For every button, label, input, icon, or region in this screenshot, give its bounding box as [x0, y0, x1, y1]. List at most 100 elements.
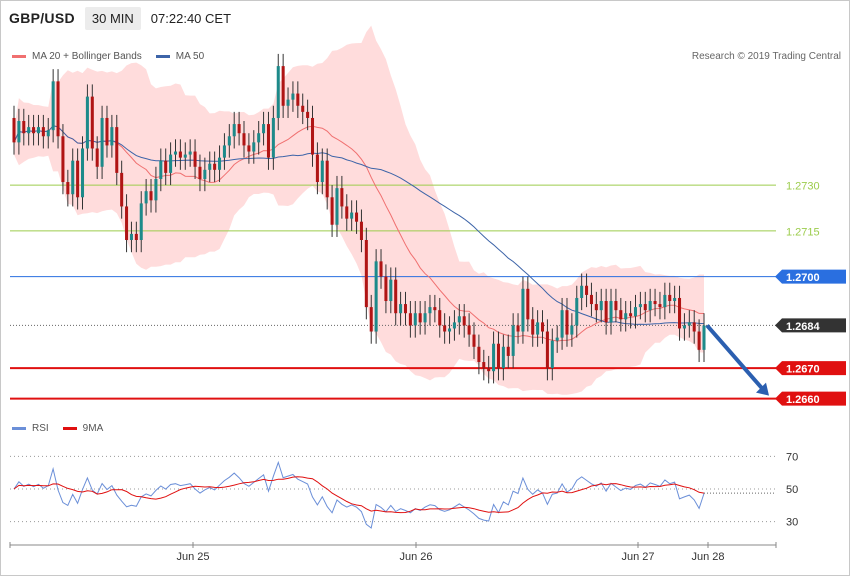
candle	[183, 154, 187, 158]
candle	[364, 240, 368, 308]
candle	[32, 127, 36, 134]
candle	[379, 261, 383, 277]
candle	[359, 221, 363, 240]
candle	[369, 307, 373, 332]
candle	[389, 279, 393, 302]
candle	[501, 346, 505, 369]
candle	[90, 96, 94, 149]
candle	[198, 166, 202, 179]
candle	[139, 203, 143, 240]
rsi-tick-label: 70	[786, 451, 798, 463]
candle	[266, 124, 270, 158]
legend-ma50: MA 50	[155, 51, 204, 62]
candle	[276, 66, 280, 118]
level-label: 1.2660	[786, 394, 820, 406]
candle	[521, 288, 525, 332]
price-legend: MA 20 + Bollinger Bands MA 50	[12, 51, 218, 62]
candle	[41, 127, 45, 137]
candle	[589, 294, 593, 305]
ma20-line	[13, 125, 705, 342]
candle	[61, 136, 65, 183]
candle	[296, 93, 300, 106]
legend-rsi-label: RSI	[32, 423, 49, 434]
x-tick-label: Jun 27	[621, 551, 654, 563]
candle	[310, 117, 315, 155]
candle	[159, 160, 163, 179]
candle	[403, 304, 408, 314]
candle	[27, 127, 31, 134]
bollinger-band	[14, 25, 704, 395]
candle	[46, 130, 50, 137]
candle	[477, 346, 481, 363]
candle	[227, 136, 231, 146]
candle	[536, 322, 540, 335]
ma20-swatch-icon	[12, 55, 26, 58]
candle	[609, 301, 613, 323]
candle	[355, 212, 359, 222]
candle	[682, 325, 686, 329]
candle	[36, 127, 40, 134]
candle	[218, 157, 222, 170]
candle	[242, 133, 246, 146]
chart-header: GBP/USD 30 MIN 07:22:40 CET	[0, 4, 231, 32]
candle	[286, 99, 290, 106]
candle	[149, 191, 153, 201]
candle	[648, 301, 652, 311]
x-tick-label: Jun 25	[176, 551, 209, 563]
legend-9ma: 9MA	[62, 423, 103, 434]
candle	[452, 322, 456, 329]
candle	[271, 117, 275, 158]
candle	[413, 313, 417, 326]
candle	[178, 151, 182, 158]
candle	[110, 127, 114, 146]
candle	[614, 301, 618, 311]
candle	[291, 93, 295, 100]
candle	[545, 331, 549, 369]
projection-arrow	[705, 324, 766, 392]
candle	[565, 310, 569, 335]
candle	[208, 163, 212, 170]
rsi-swatch-icon	[12, 427, 26, 430]
candle	[169, 154, 173, 173]
candle	[301, 105, 305, 112]
candle	[580, 285, 584, 298]
candle	[633, 307, 638, 317]
candle	[173, 151, 178, 155]
level-label: 1.2730	[786, 181, 820, 193]
candle	[100, 117, 104, 167]
candle	[570, 325, 574, 335]
candle	[17, 121, 21, 143]
timestamp: 07:22:40 CET	[150, 10, 232, 26]
candle	[95, 148, 99, 167]
candle	[232, 124, 236, 137]
candle	[511, 325, 515, 356]
candle	[624, 313, 628, 320]
candle	[22, 121, 26, 134]
rsi-ma-line	[13, 476, 705, 514]
candle	[340, 188, 344, 207]
candle	[575, 297, 579, 326]
level-label-box	[775, 361, 846, 376]
candle	[80, 148, 85, 198]
candle	[487, 368, 491, 372]
candle	[462, 316, 466, 326]
candle	[673, 297, 677, 302]
candle	[418, 313, 422, 323]
candle	[457, 316, 461, 323]
x-tick-label: Jun 28	[691, 551, 724, 563]
candle	[193, 151, 197, 167]
candle	[350, 212, 354, 219]
level-label: 1.2684	[786, 321, 821, 333]
candle	[330, 197, 334, 225]
candle	[467, 325, 471, 335]
timeframe-badge[interactable]: 30 MIN	[84, 6, 141, 30]
candle	[550, 340, 554, 369]
symbol-title: GBP/USD	[9, 10, 75, 26]
candle	[599, 301, 603, 311]
candle	[399, 304, 403, 314]
candle	[604, 301, 608, 323]
candle	[56, 81, 60, 137]
candle	[594, 304, 598, 311]
candle	[438, 310, 442, 326]
candle	[325, 160, 329, 198]
